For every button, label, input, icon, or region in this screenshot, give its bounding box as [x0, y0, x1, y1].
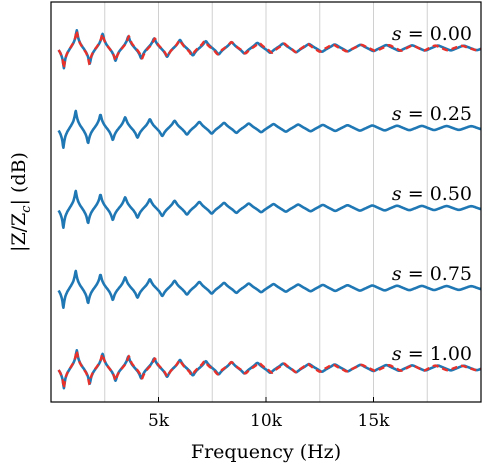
x-tick-label: 5k: [148, 411, 170, 431]
panel-label-0.00: s = 0.00: [392, 23, 472, 45]
panel-label-value: 1.00: [430, 343, 472, 365]
y-axis-label-pre: |Z/Z: [8, 213, 30, 252]
panel-label-var: s: [392, 103, 402, 125]
panel-label-value: 0.75: [430, 263, 472, 285]
measured-curve-0.00: [57, 28, 482, 69]
measured-curve-1.00: [57, 348, 482, 389]
panel-label-var: s: [392, 343, 402, 365]
panel-label-var: s: [392, 183, 402, 205]
panel-label-eq: =: [402, 103, 430, 125]
panel-label-var: s: [392, 23, 402, 45]
panel-label-0.25: s = 0.25: [392, 103, 472, 125]
series-layer: [57, 28, 482, 390]
model-curve-0.50: [57, 189, 482, 229]
model-curve-0.75: [57, 269, 482, 309]
panel-label-0.50: s = 0.50: [392, 183, 472, 205]
y-axis-label-post: | (dB): [8, 152, 30, 205]
panel-label-value: 0.00: [430, 23, 472, 45]
x-axis-label: Frequency (Hz): [191, 441, 341, 463]
x-tick-label: 15k: [358, 411, 391, 431]
panel-label-eq: =: [402, 23, 430, 45]
panel-label-value: 0.25: [430, 103, 472, 125]
panel-label-0.75: s = 0.75: [392, 263, 472, 285]
model-curve-0.25: [57, 109, 482, 149]
y-axis-label: |Z/Zc| (dB): [8, 152, 34, 252]
panel-label-var: s: [392, 263, 402, 285]
y-axis-label-sub: c: [19, 205, 34, 213]
panel-label-eq: =: [402, 263, 430, 285]
panel-annotations: s = 0.00s = 0.25s = 0.50s = 0.75s = 1.00: [392, 23, 472, 365]
panel-label-1.00: s = 1.00: [392, 343, 472, 365]
panel-label-eq: =: [402, 183, 430, 205]
panel-label-eq: =: [402, 343, 430, 365]
panel-label-value: 0.50: [430, 183, 472, 205]
x-tick-label: 10k: [250, 411, 283, 431]
grid-lines: [104, 2, 428, 402]
x-tick-layer: 5k 10k 15k: [148, 397, 390, 431]
